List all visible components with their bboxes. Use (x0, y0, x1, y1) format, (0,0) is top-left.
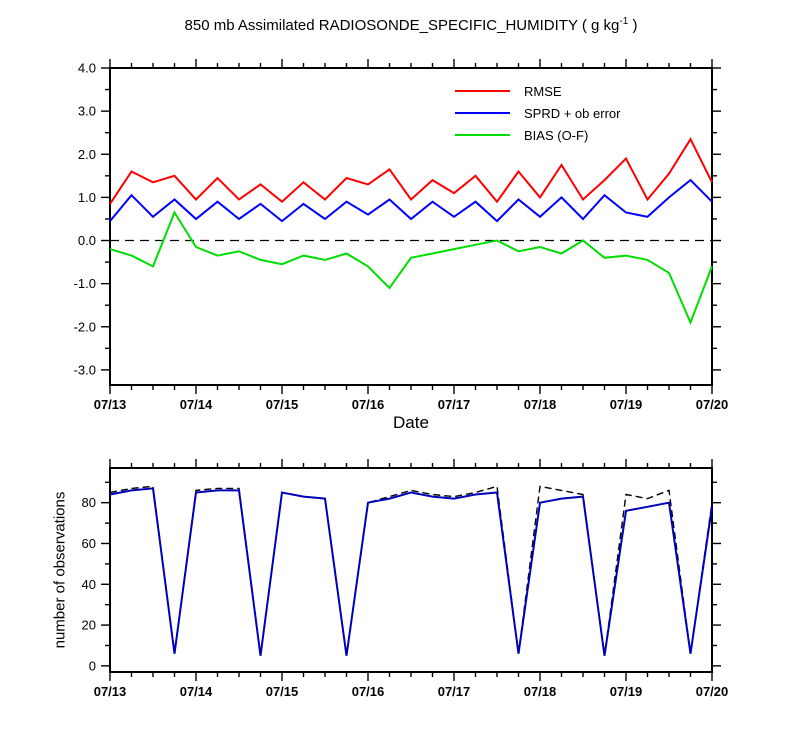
legend: RMSE SPRD + ob error BIAS (O-F) (455, 80, 620, 146)
x-tick-label: 07/15 (266, 684, 299, 699)
bias-line-swatch (455, 134, 510, 136)
top-panel: 4.0 3.0 2.0 1.0 0.0 -1.0 -2.0 -3.0 07/13 07/14 07/… (74, 59, 729, 412)
legend-item-rmse: RMSE (455, 80, 620, 102)
y-tick-label: 20 (82, 618, 96, 633)
x-tick-label: 07/16 (352, 397, 385, 412)
y-tick-label: 3.0 (78, 104, 96, 119)
x-tick-label: 07/13 (94, 684, 127, 699)
rmse-line (109, 137, 713, 205)
x-tick-label: 07/16 (352, 684, 385, 699)
x-tick-label: 07/14 (180, 684, 213, 699)
y-tick-label: 40 (82, 577, 96, 592)
rmse-line-swatch (455, 90, 510, 92)
legend-label-bias: BIAS (O-F) (524, 127, 589, 143)
y-tick-label: -2.0 (74, 319, 96, 334)
y-tick-label: 1.0 (78, 190, 96, 205)
observations-total-line (109, 485, 713, 656)
x-tick-label: 07/15 (266, 397, 299, 412)
chart-title-text: 850 mb Assimilated RADIOSONDE_SPECIFIC_H… (184, 17, 620, 34)
bias-o-f-line (109, 210, 713, 326)
top-panel-frame (109, 67, 713, 386)
legend-item-sprd: SPRD + ob error (455, 102, 620, 124)
x-tick-label: 07/19 (610, 397, 643, 412)
x-tick-label: 07/17 (438, 397, 471, 412)
x-tick-label: 07/18 (524, 684, 557, 699)
legend-label-rmse: RMSE (524, 83, 562, 99)
y-tick-label: -3.0 (74, 362, 96, 377)
x-tick-label: 07/14 (180, 397, 213, 412)
y-tick-label: -1.0 (74, 276, 96, 291)
legend-item-bias: BIAS (O-F) (455, 124, 620, 146)
y-tick-label: 4.0 (78, 61, 96, 76)
sprd-line-swatch (455, 112, 510, 114)
y-tick-label: 80 (82, 495, 96, 510)
x-axis-label-date: Date (393, 413, 429, 432)
x-tick-label: 07/13 (94, 397, 127, 412)
x-tick-label: 07/19 (610, 684, 643, 699)
observations-assimilated-line (109, 487, 713, 656)
x-tick-label: 07/18 (524, 397, 557, 412)
y-tick-label: 60 (82, 536, 96, 551)
sprd-ob-error-line (109, 178, 713, 223)
x-tick-label: 07/17 (438, 684, 471, 699)
y-tick-label: 0.0 (78, 233, 96, 248)
x-tick-label: 07/20 (696, 397, 729, 412)
y-tick-label: 0 (89, 658, 96, 673)
legend-label-sprd: SPRD + ob error (524, 105, 621, 121)
chart-title-superscript: -1 (619, 16, 629, 27)
top-panel-ticks (101, 59, 721, 394)
chart-title: 850 mb Assimilated RADIOSONDE_SPECIFIC_H… (60, 16, 762, 34)
chart-title-suffix: ) (628, 17, 638, 34)
y-tick-label: 2.0 (78, 147, 96, 162)
x-tick-label: 07/20 (696, 684, 729, 699)
bottom-panel: 80 60 40 20 0 07/13 07/14 07/15 07/16 07/17 07/18 0… (82, 459, 729, 699)
bottom-panel-frame (109, 467, 713, 673)
y-axis-label-observations: number of observations (51, 491, 69, 649)
